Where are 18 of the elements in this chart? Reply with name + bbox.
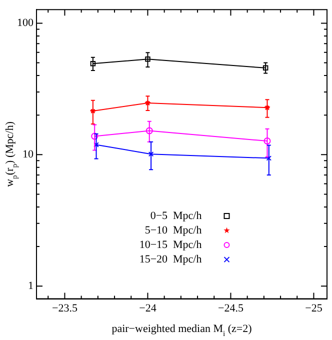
point <box>91 132 98 140</box>
legend-label: 15−20 Mpc/h <box>139 253 202 266</box>
x-tick-label: −25 <box>305 302 323 314</box>
x-tick-label: −23.5 <box>52 302 78 314</box>
point <box>262 65 268 71</box>
point <box>146 127 153 134</box>
x-tick-label: −24.5 <box>218 302 244 314</box>
x-tick-label: −24 <box>139 302 157 314</box>
y-tick-label: 1 <box>28 280 34 292</box>
point <box>90 60 96 66</box>
point <box>148 151 154 157</box>
y-tick-label: 10 <box>22 148 34 161</box>
y-tick-label: 100 <box>17 17 34 30</box>
point <box>264 138 271 145</box>
point <box>145 56 150 62</box>
legend-label: 10−15 Mpc/h <box>139 238 202 251</box>
legend-label: 5−10 Mpc/h <box>144 224 202 236</box>
legend-label: 0−5 Mpc/h <box>150 210 202 222</box>
